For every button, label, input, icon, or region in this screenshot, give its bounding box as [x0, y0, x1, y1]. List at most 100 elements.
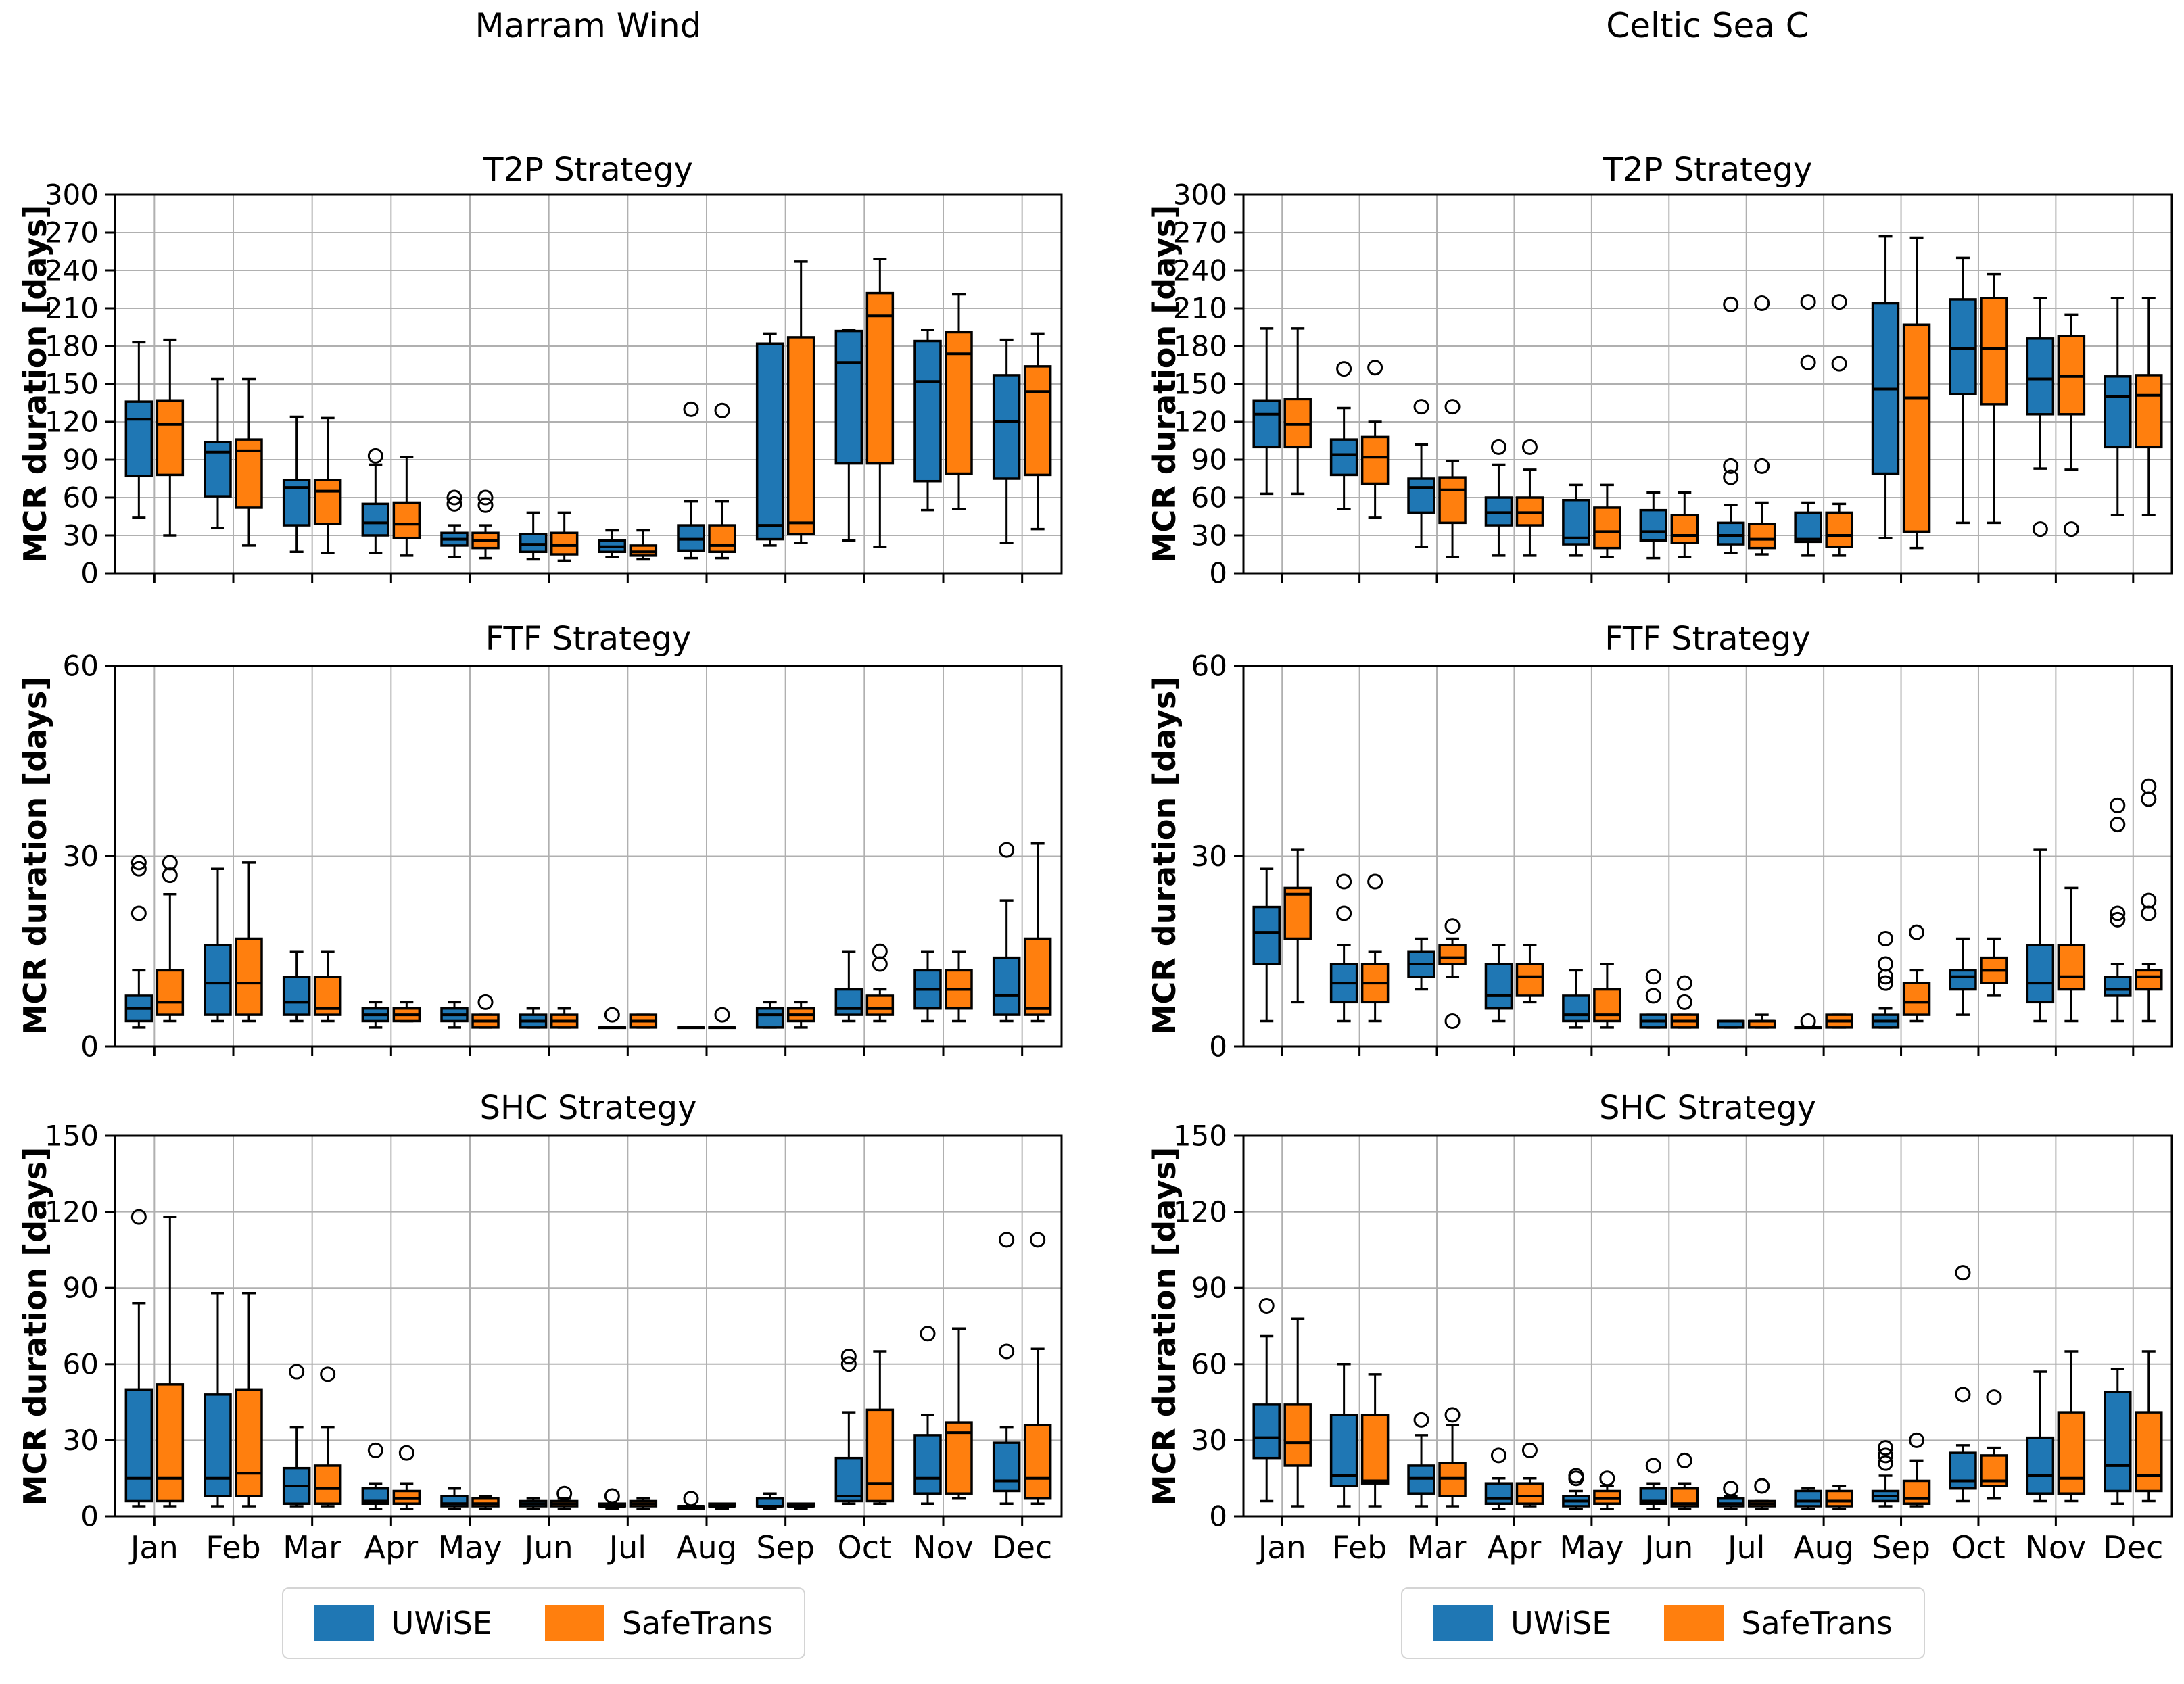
box	[834, 1456, 863, 1503]
outlier-point	[840, 1349, 857, 1365]
box	[1438, 476, 1467, 525]
y-tick-label: 30	[63, 519, 99, 552]
subplot-title-celtic-t2p: T2P Strategy	[1603, 151, 1813, 189]
legend-label-safetrans: SafeTrans	[621, 1605, 774, 1641]
box	[1747, 523, 1776, 550]
safetrans-color-swatch-icon	[544, 1605, 604, 1641]
outlier-point	[1030, 1232, 1046, 1248]
outlier-point	[130, 855, 147, 871]
outlier-point	[1986, 1389, 2002, 1405]
outlier-point	[840, 1356, 857, 1372]
x-tick-label: Aug	[1793, 1529, 1854, 1566]
y-tick-label: 60	[1191, 650, 1227, 683]
box	[124, 400, 153, 478]
y-tick-label: 300	[1173, 178, 1227, 212]
box	[282, 976, 311, 1016]
subplot-celtic-sea-c-shc-strategy: 0 30 60 90 120 150 Jan Feb Mar Apr May Jun Jul Aug Sep…	[1173, 1120, 2173, 1566]
box	[992, 374, 1021, 480]
box	[1360, 1414, 1390, 1485]
box	[2057, 944, 2086, 991]
outlier-point	[1800, 354, 1816, 370]
outlier-point	[1444, 1407, 1461, 1423]
box	[992, 1441, 1021, 1493]
outlier-point	[604, 1007, 620, 1023]
outlier-point	[446, 496, 462, 512]
outlier-point	[920, 1326, 936, 1342]
x-tick-label: Jan	[128, 1529, 179, 1566]
y-tick-label: 60	[1191, 1347, 1227, 1380]
legend-label-safetrans: SafeTrans	[1741, 1605, 1893, 1641]
box	[2057, 1411, 2086, 1495]
box	[2135, 374, 2163, 449]
box	[1593, 988, 1621, 1023]
outlier-point	[130, 1209, 147, 1225]
outlier-point	[1367, 873, 1383, 890]
box	[156, 1383, 185, 1503]
y-tick-label: 0	[1209, 1500, 1227, 1533]
x-tick-label: Mar	[1408, 1529, 1467, 1566]
subplot-celtic-sea-c-t2p-strategy: 0 30 60 90 120 150 180 210 240 270 300	[1173, 178, 2173, 590]
outlier-point	[2141, 905, 2157, 921]
box	[865, 1408, 895, 1503]
x-tick-label: Jun	[523, 1529, 573, 1566]
subplot-marram-wind-shc-strategy: 0 30 60 90 120 150 Jan Feb Mar Apr May Jun Jul Aug Sep…	[45, 1120, 1063, 1566]
box	[313, 1464, 342, 1505]
subplot-marram-wind-t2p-strategy: 0 30 60 90 120 150 180 210 240 270 300	[45, 178, 1063, 590]
outlier-point	[1490, 1447, 1506, 1464]
outlier-point	[289, 1364, 305, 1380]
y-axis-label-marram-t2p: MCR duration [days]	[17, 204, 53, 564]
subplot-title-marram-ftf: FTF Strategy	[485, 620, 692, 658]
x-tick-label: Sep	[1872, 1529, 1930, 1566]
outlier-point	[683, 1491, 699, 1507]
box	[1438, 944, 1467, 965]
outlier-point	[1336, 873, 1352, 890]
outlier-point	[162, 855, 178, 871]
box	[1283, 886, 1312, 940]
y-tick-label: 270	[1173, 216, 1227, 249]
column-title-celtic-sea-c: Celtic Sea C	[1606, 6, 1809, 45]
uwise-color-swatch-icon	[1433, 1605, 1494, 1641]
y-tick-label: 120	[1173, 406, 1227, 439]
outlier-point	[1955, 1265, 1971, 1281]
box	[1949, 1451, 1977, 1490]
box	[1902, 323, 1931, 533]
legend-item-uwise: UWiSE	[314, 1605, 492, 1641]
outlier-point	[1367, 360, 1383, 376]
x-tick-label: Sep	[756, 1529, 815, 1566]
outlier-point	[1444, 918, 1461, 934]
outlier-point	[1599, 1470, 1615, 1487]
uwise-color-swatch-icon	[314, 1605, 374, 1641]
y-tick-label: 0	[1209, 1030, 1227, 1063]
y-tick-label: 120	[1173, 1195, 1227, 1228]
outlier-point	[2110, 817, 2126, 833]
outlier-point	[1490, 439, 1506, 455]
outlier-point	[1723, 296, 1739, 312]
x-tick-label: May	[437, 1529, 502, 1566]
outlier-point	[999, 1232, 1015, 1248]
box	[1252, 399, 1281, 449]
box	[1360, 435, 1390, 485]
outlier-point	[2032, 521, 2048, 537]
legend-box: UWiSE SafeTrans	[281, 1587, 806, 1659]
y-tick-label: 120	[45, 406, 99, 439]
box	[1825, 511, 1853, 548]
outlier-point	[1444, 1013, 1461, 1029]
box	[1949, 969, 1977, 991]
outlier-point	[1955, 1387, 1971, 1403]
y-tick-label: 30	[1191, 840, 1227, 873]
y-tick-label: 60	[63, 1347, 99, 1380]
outlier-point	[872, 943, 888, 959]
y-tick-label: 150	[1173, 1120, 1227, 1153]
outlier-point	[398, 1445, 414, 1461]
box	[2026, 337, 2055, 416]
y-tick-label: 60	[63, 650, 99, 683]
box	[1949, 298, 1977, 395]
y-tick-label: 30	[1191, 1424, 1227, 1457]
box	[204, 441, 232, 498]
x-tick-label: Jul	[1726, 1529, 1765, 1566]
box	[1794, 1489, 1822, 1508]
y-tick-label: 240	[1173, 254, 1227, 287]
outlier-point	[2141, 892, 2157, 909]
y-tick-label: 0	[80, 1500, 99, 1533]
